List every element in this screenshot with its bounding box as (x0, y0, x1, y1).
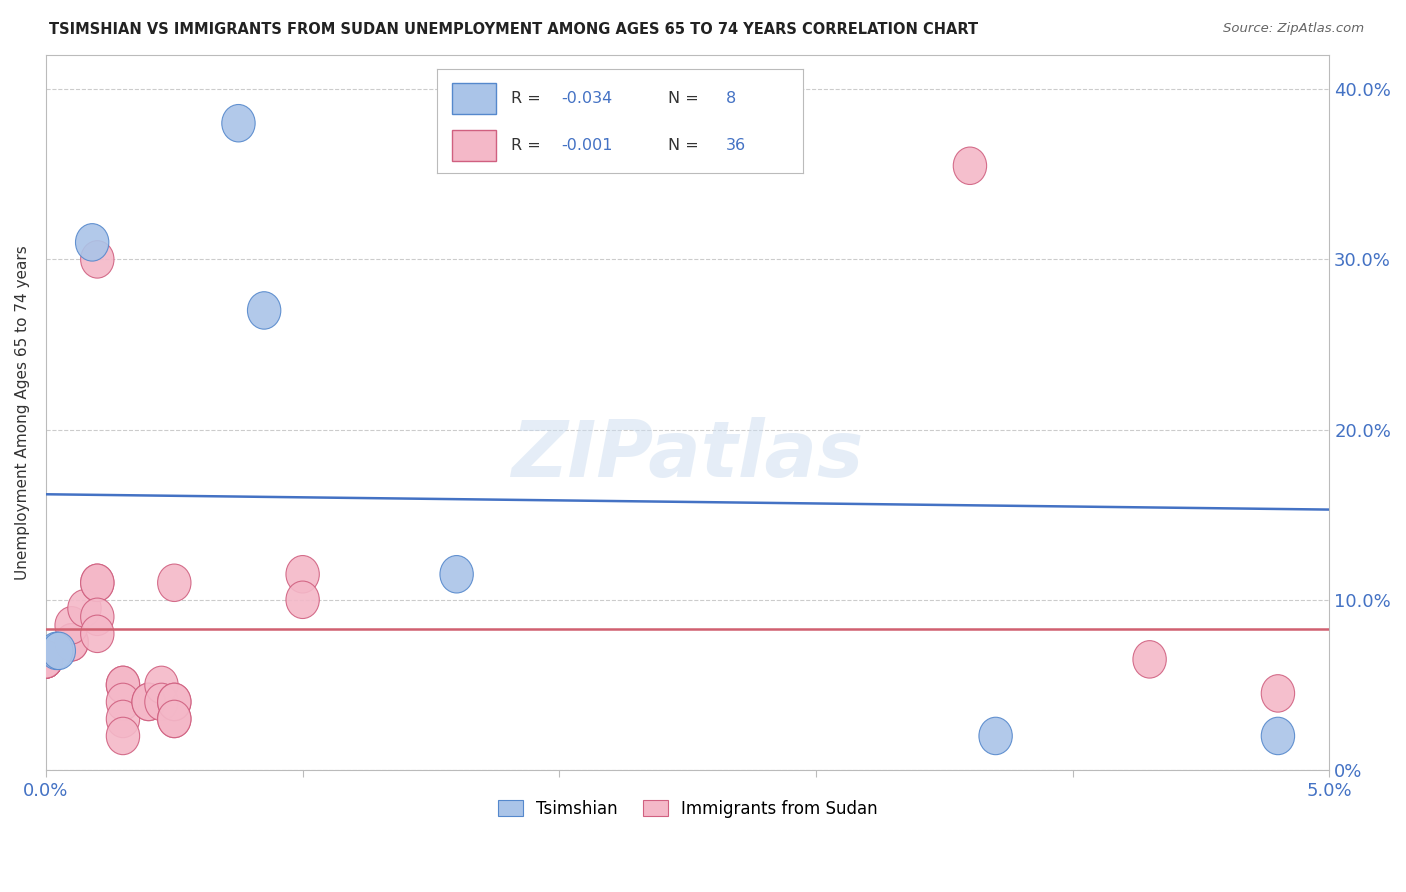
Text: TSIMSHIAN VS IMMIGRANTS FROM SUDAN UNEMPLOYMENT AMONG AGES 65 TO 74 YEARS CORREL: TSIMSHIAN VS IMMIGRANTS FROM SUDAN UNEMP… (49, 22, 979, 37)
Legend: Tsimshian, Immigrants from Sudan: Tsimshian, Immigrants from Sudan (489, 791, 886, 826)
Text: Source: ZipAtlas.com: Source: ZipAtlas.com (1223, 22, 1364, 36)
Text: ZIPatlas: ZIPatlas (512, 417, 863, 493)
Y-axis label: Unemployment Among Ages 65 to 74 years: Unemployment Among Ages 65 to 74 years (15, 245, 30, 580)
